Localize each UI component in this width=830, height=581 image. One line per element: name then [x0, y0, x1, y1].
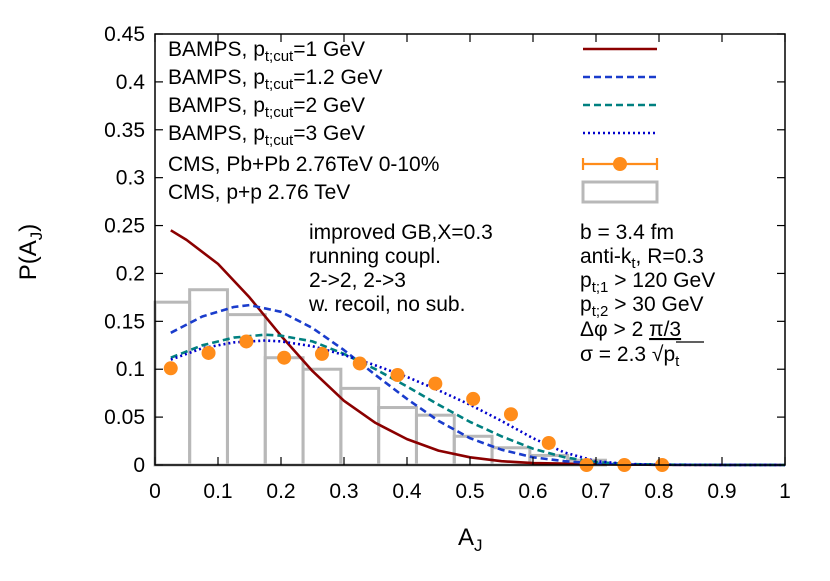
y-tick-label: 0	[133, 454, 145, 477]
anno-left-4: w. recoil, no sub.	[308, 293, 465, 316]
anno-left-3: 2->2, 2->3	[309, 269, 406, 292]
x-tick-label: 0.1	[203, 480, 232, 503]
legend-swatch-point	[613, 157, 627, 171]
x-tick-label: 0.9	[707, 480, 736, 503]
y-tick-label: 0.15	[104, 310, 145, 333]
histogram-bar	[414, 413, 456, 467]
x-tick-label: 0.5	[455, 480, 484, 503]
data-point	[314, 346, 329, 361]
data-point	[352, 356, 367, 371]
settings-annotation: improved GB,X=0.3 running coupl. 2->2, 2…	[308, 221, 493, 316]
legend-swatch-box	[581, 180, 659, 204]
legend-label: BAMPS, pt;cut=2 GeV	[168, 94, 365, 121]
anno-right-6: σ = 2.3 √pt	[580, 343, 680, 370]
legend-label: CMS, Pb+Pb 2.76TeV 0-10%	[168, 153, 439, 176]
data-point	[239, 334, 254, 349]
data-point	[390, 367, 405, 382]
x-axis-label: AJ	[458, 524, 483, 555]
x-tick-label: 0	[149, 480, 161, 503]
anno-right-2: anti-kt, R=0.3	[580, 245, 704, 272]
histogram-bar	[377, 406, 418, 467]
x-tick-label: 0.7	[581, 480, 610, 503]
data-point	[503, 407, 518, 422]
x-tick-label: 1	[779, 480, 791, 503]
y-tick-label: 0.25	[104, 215, 145, 238]
histogram-bar	[339, 386, 381, 467]
y-axis-label: P(AJ)	[15, 224, 46, 281]
y-tick-label: 0.3	[116, 167, 145, 190]
legend-label: BAMPS, pt;cut=1.2 GeV	[168, 66, 383, 93]
data-point	[466, 391, 481, 406]
y-tick-label: 0.1	[116, 358, 145, 381]
legend-label: CMS, p+p 2.76 TeV	[168, 181, 350, 204]
anno-right-4: pt;2 > 30 GeV	[580, 293, 704, 320]
legend-label: BAMPS, pt;cut=3 GeV	[168, 122, 365, 149]
anno-right-5: Δφ > 2 π/3	[580, 318, 681, 341]
histogram-bar	[301, 367, 343, 467]
histogram-bar	[188, 288, 229, 467]
data-point	[428, 376, 443, 391]
data-point	[163, 361, 178, 376]
data-point	[201, 345, 216, 360]
cuts-annotation: b = 3.4 fm anti-kt, R=0.3 pt;1 > 120 GeV…	[580, 221, 715, 370]
y-tick-label: 0.35	[104, 119, 145, 142]
anno-left-1: improved GB,X=0.3	[309, 221, 493, 244]
y-tick-label: 0.45	[104, 23, 145, 46]
x-tick-label: 0.3	[329, 480, 358, 503]
y-tick-label: 0.05	[104, 406, 145, 429]
y-tick-label: 0.4	[116, 71, 146, 94]
anno-right-1: b = 3.4 fm	[580, 221, 674, 244]
x-tick-label: 0.6	[518, 480, 547, 503]
histogram-bar	[452, 434, 494, 467]
data-point	[277, 350, 292, 365]
y-tick-label: 0.2	[116, 262, 145, 285]
anno-right-3: pt;1 > 120 GeV	[580, 269, 715, 296]
anno-left-2: running coupl.	[309, 245, 441, 268]
x-tick-label: 0.4	[392, 480, 422, 503]
cms-pbpb-points	[163, 334, 670, 472]
x-tick-label: 0.8	[644, 480, 673, 503]
legend-label: BAMPS, pt;cut=1 GeV	[168, 38, 365, 65]
axis-ticks: 0 0.1 0.2 0.3 0.4 0.5 0.6 0.7 0.8 0.9 1 0 0.05 0.1 0.1…	[104, 23, 791, 503]
histogram-bar	[263, 356, 305, 467]
data-point	[541, 435, 556, 450]
series-line-1	[170, 303, 786, 467]
x-tick-label: 0.2	[266, 480, 295, 503]
